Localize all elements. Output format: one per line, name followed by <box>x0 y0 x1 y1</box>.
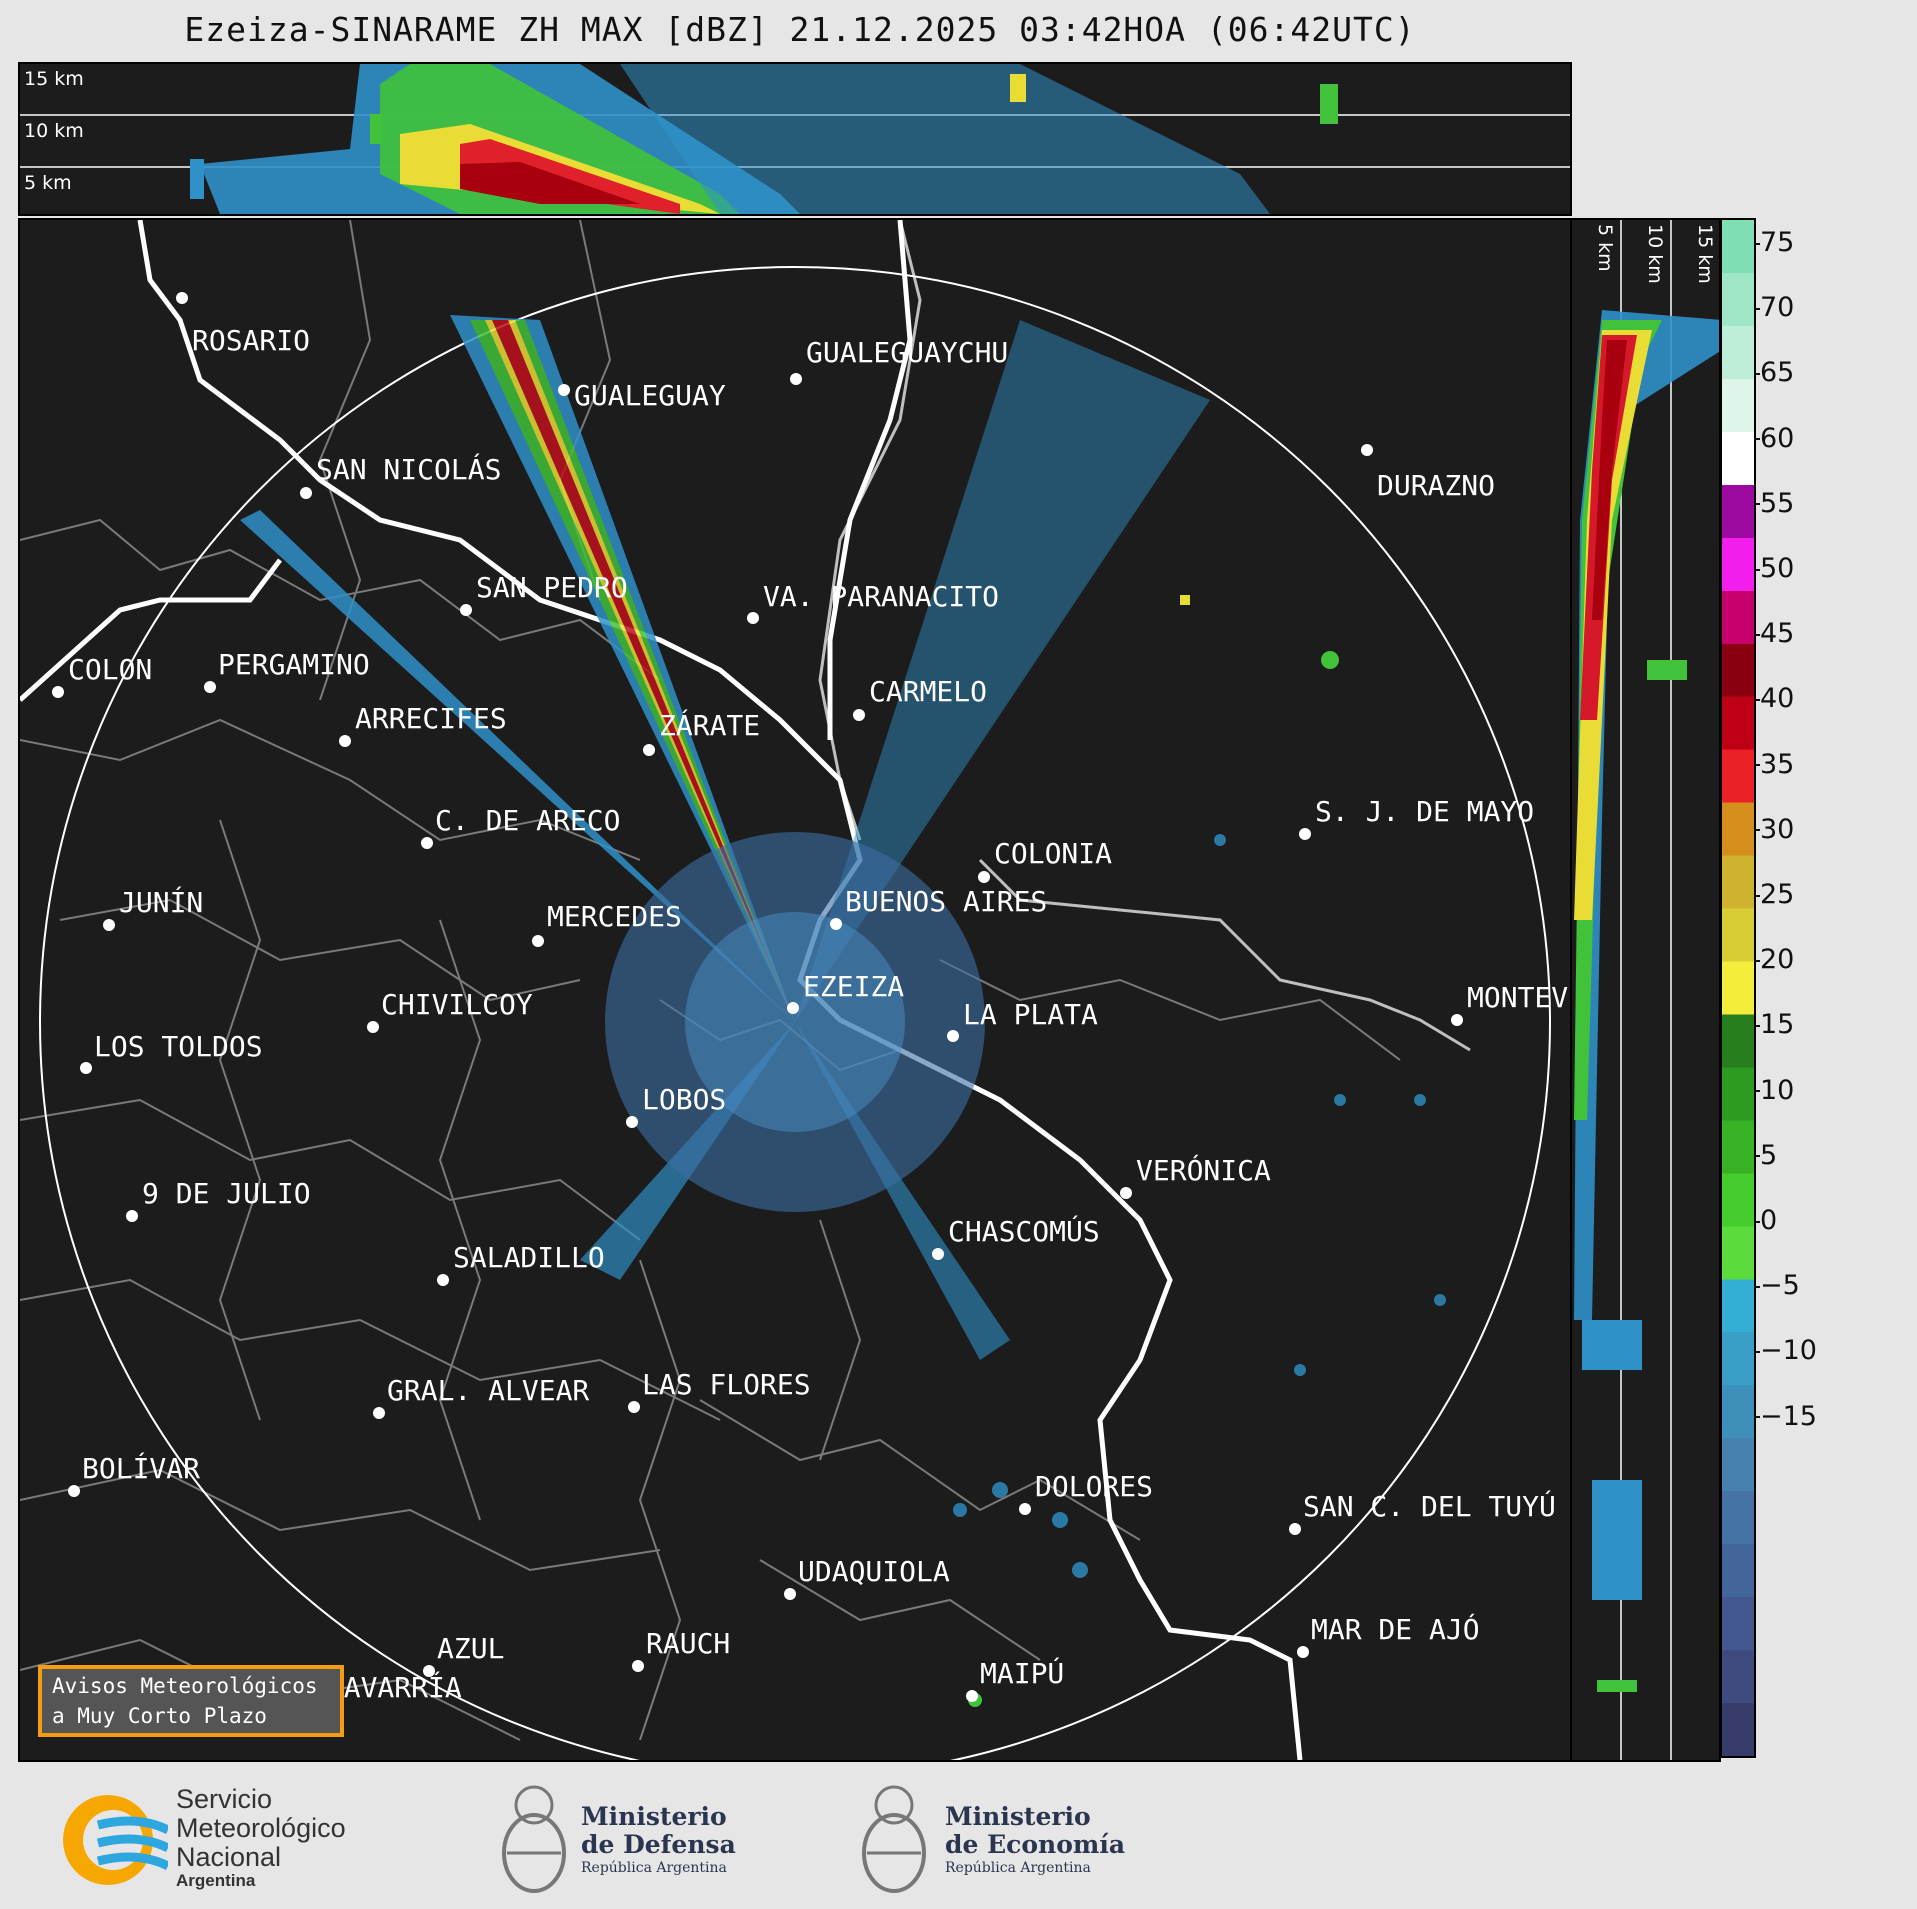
city-label-buenos-aires: BUENOS AIRES <box>845 885 1048 918</box>
argentina-coat-of-arms-icon <box>862 1785 926 1893</box>
colorbar-tick-label: 20 <box>1753 944 1795 976</box>
colorbar-tick-label: −10 <box>1754 1335 1817 1367</box>
city-label-san-jose-de-mayo: S. J. DE MAYO <box>1315 795 1535 828</box>
smn-logo-icon <box>63 1795 168 1885</box>
colorbar-tick-label: 70 <box>1753 292 1795 324</box>
avisos-meteorologicos-button[interactable]: Avisos Meteorológicos a Muy Corto Plazo <box>38 1665 344 1737</box>
city-label-durazno: DURAZNO <box>1377 469 1496 502</box>
colorbar-tick-label: 25 <box>1753 879 1795 910</box>
top-cross-section-panel: 15 km 10 km 5 km <box>18 62 1572 216</box>
height-label-15km: 15 km <box>24 68 84 90</box>
city-label-veronica: VERÓNICA <box>1136 1154 1271 1187</box>
city-label-9-de-julio: 9 DE JULIO <box>142 1177 311 1210</box>
city-label-zarate: ZÁRATE <box>659 709 761 742</box>
city-label-san-pedro: SAN PEDRO <box>476 571 628 604</box>
city-label-saladillo: SALADILLO <box>453 1241 605 1274</box>
colorbar-tick-label: 50 <box>1753 553 1795 584</box>
colorbar-tick-label: 75 <box>1753 227 1795 258</box>
city-label-maipu: MAIPÚ <box>980 1657 1065 1690</box>
city-label-azul: AZUL <box>437 1632 505 1665</box>
colorbar-tick-label: 65 <box>1753 357 1795 389</box>
side-height-label-15km: 15 km <box>1694 224 1716 284</box>
smn-line-3: Nacional <box>176 1842 282 1872</box>
city-label-colon: COLON <box>68 653 153 686</box>
city-label-gral-alvear: GRAL. ALVEAR <box>387 1374 590 1407</box>
colorbar-tick-label: 30 <box>1753 813 1795 845</box>
colorbar-tick-label: −15 <box>1754 1400 1817 1432</box>
ministerio-defensa-logo: Ministerio de Defensa República Argentin… <box>495 1775 755 1900</box>
city-label-rosario: ROSARIO <box>192 324 311 357</box>
city-label-va-paranacito: VA. PARANACITO <box>763 580 1000 613</box>
colorbar-tick-label: 0 <box>1753 1205 1778 1236</box>
colorbar-tick-label: 60 <box>1753 422 1795 454</box>
city-label-la-plata: LA PLATA <box>963 998 1098 1031</box>
avisos-line-1: Avisos Meteorológicos <box>52 1674 318 1698</box>
city-label-pergamino: PERGAMINO <box>218 648 370 681</box>
colorbar-tick-label: 40 <box>1753 683 1795 715</box>
radar-map <box>20 220 1551 1760</box>
colorbar-tick-label: 45 <box>1753 618 1795 650</box>
dbz-colorbar <box>1720 218 1756 1758</box>
avisos-line-2: a Muy Corto Plazo <box>52 1704 267 1728</box>
defensa-line-3: República Argentina <box>581 1860 727 1876</box>
city-label-san-nicolas: SAN NICOLÁS <box>316 453 502 486</box>
side-height-label-10km: 10 km <box>1644 224 1666 284</box>
colorbar-tick-label: 35 <box>1753 748 1795 780</box>
city-label-junin: JUNÍN <box>119 886 204 919</box>
city-label-ezeiza: EZEIZA <box>803 970 905 1003</box>
city-label-chivilcoy: CHIVILCOY <box>381 988 533 1021</box>
ministerio-economia-logo: Ministerio de Economía República Argenti… <box>855 1775 1135 1900</box>
side-cross-section-panel: 5 km 10 km 15 km <box>1570 218 1721 1762</box>
top-cross-section-echo <box>20 64 1570 214</box>
argentina-coat-of-arms-icon <box>502 1785 566 1893</box>
colorbar-tick-label: 55 <box>1753 487 1795 519</box>
colorbar-tick-label: −5 <box>1754 1270 1800 1302</box>
city-label-arrecifes: ARRECIFES <box>355 702 507 735</box>
city-label-los-toldos: LOS TOLDOS <box>94 1030 263 1063</box>
city-label-colonia: COLONIA <box>994 837 1113 870</box>
defensa-line-1: Ministerio <box>581 1802 727 1831</box>
colorbar-tick-label: 10 <box>1753 1074 1795 1106</box>
side-cross-section-echo <box>1574 220 1719 1760</box>
city-label-carmelo: CARMELO <box>869 675 988 708</box>
city-label-gualeguaychu: GUALEGUAYCHU <box>806 336 1009 369</box>
colorbar-tick-label: 5 <box>1753 1139 1778 1171</box>
city-label-las-flores: LAS FLORES <box>642 1368 811 1401</box>
smn-line-1: Servicio <box>176 1784 273 1814</box>
smn-line-4: Argentina <box>176 1871 256 1890</box>
side-height-label-5km: 5 km <box>1594 224 1616 272</box>
city-label-dolores: DOLORES <box>1035 1470 1154 1503</box>
city-label-mar-de-ajo: MAR DE AJÓ <box>1311 1613 1480 1646</box>
smn-line-2: Meteorológico <box>176 1813 346 1843</box>
economia-line-1: Ministerio <box>945 1802 1091 1831</box>
economia-line-2: de Economía <box>945 1830 1126 1859</box>
radar-map-panel: ROSARIO GUALEGUAYCHU GUALEGUAY SAN NICOL… <box>18 218 1572 1762</box>
city-label-lobos: LOBOS <box>642 1083 727 1116</box>
city-label-capitan-sarmiento-de-areco: C. DE ARECO <box>435 804 621 837</box>
smn-logo: Servicio Meteorológico Nacional Argentin… <box>58 1785 398 1895</box>
colorbar-tick-label: 15 <box>1753 1009 1795 1041</box>
city-label-bolivar: BOLÍVAR <box>82 1452 201 1485</box>
city-label-mercedes: MERCEDES <box>547 900 682 933</box>
economia-line-3: República Argentina <box>945 1860 1091 1876</box>
city-label-gualeguay: GUALEGUAY <box>574 379 726 412</box>
city-label-san-clemente-del-tuyu: SAN C. DEL TUYÚ <box>1303 1490 1556 1523</box>
city-label-chascomus: CHASCOMÚS <box>948 1215 1100 1248</box>
city-label-montevideo: MONTEV <box>1467 981 1569 1014</box>
height-label-10km: 10 km <box>24 120 84 142</box>
defensa-line-2: de Defensa <box>581 1830 736 1859</box>
map-title: Ezeiza-SINARAME ZH MAX [dBZ] 21.12.2025 … <box>184 10 1416 49</box>
height-label-5km: 5 km <box>24 172 72 194</box>
city-label-rauch: RAUCH <box>646 1627 731 1660</box>
city-label-udaquiola: UDAQUIOLA <box>798 1555 950 1588</box>
